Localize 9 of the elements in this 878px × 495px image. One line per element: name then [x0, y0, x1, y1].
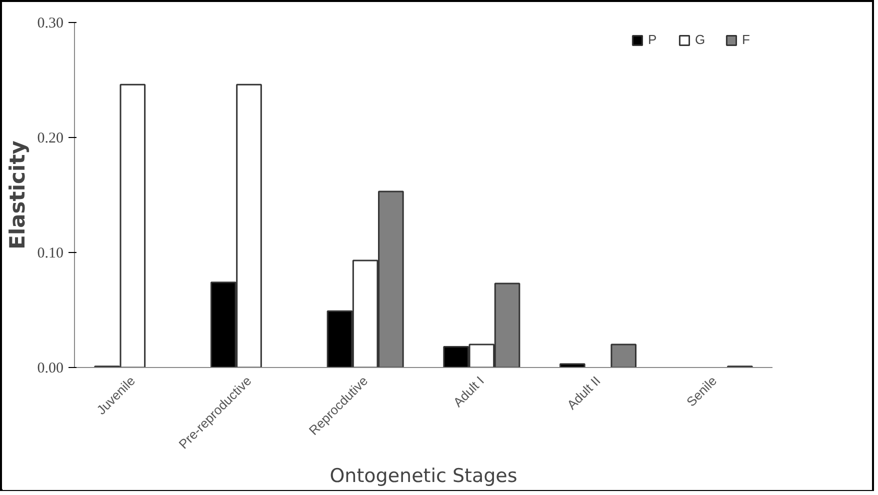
y-tick-label: 0.10 [37, 246, 64, 262]
y-tick-label: 0.30 [37, 16, 64, 32]
y-axis-title: Elasticity [5, 140, 30, 250]
y-tick-label: 0.20 [37, 130, 64, 146]
x-axis-title: Ontogenetic Stages [330, 465, 518, 488]
legend-label: P [648, 32, 658, 47]
legend-label: F [742, 32, 751, 47]
y-tick-label: 0.00 [37, 360, 64, 376]
legend-label: G [695, 32, 706, 47]
